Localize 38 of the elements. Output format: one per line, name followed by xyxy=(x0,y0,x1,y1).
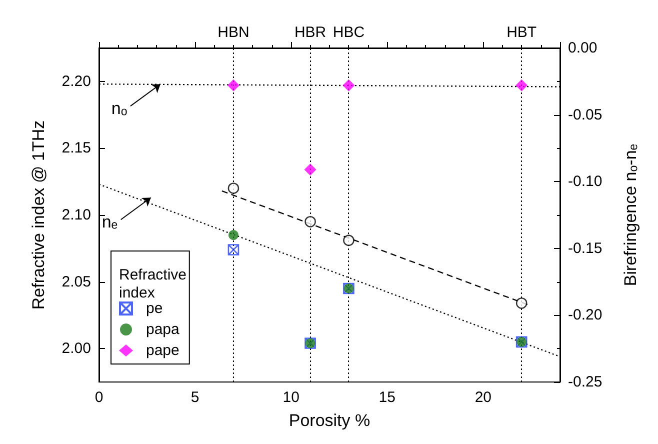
point xyxy=(516,79,528,92)
point xyxy=(227,79,240,92)
ref-line-label: HBC xyxy=(332,24,365,41)
legend-label: pape xyxy=(146,342,180,359)
x-tick-label: 0 xyxy=(94,389,104,406)
x-tick-label: 20 xyxy=(474,389,492,406)
point xyxy=(228,230,238,240)
point xyxy=(228,182,240,194)
x-tick-label: 10 xyxy=(282,389,300,406)
y-axis-title: Refractive index @ 1THz xyxy=(29,120,48,310)
y2-tick-label: -0.05 xyxy=(568,106,602,124)
x-tick-label: 15 xyxy=(378,389,396,406)
y2-tick-label: -0.20 xyxy=(568,306,602,324)
legend-label: pe xyxy=(146,300,163,317)
annotation: nₑ xyxy=(102,212,118,232)
ref-line-label: HBN xyxy=(218,24,250,41)
point xyxy=(304,164,316,176)
ref-line-label: HBR xyxy=(294,24,326,41)
ref-line-label: HBT xyxy=(506,24,537,41)
annotation: nₒ xyxy=(111,98,128,118)
x-axis-title: Porosity % xyxy=(288,411,370,430)
y-tick-label: 2.10 xyxy=(62,206,91,224)
y2-tick-label: -0.10 xyxy=(568,173,602,190)
y2-tick-label: 0.00 xyxy=(568,40,598,56)
point xyxy=(516,298,528,309)
y-tick-label: 2.15 xyxy=(62,140,91,157)
point xyxy=(304,216,316,228)
y-tick-label: 2.20 xyxy=(62,72,91,90)
y2-tick-label: -0.25 xyxy=(568,374,602,390)
point xyxy=(228,244,240,256)
legend-label: papa xyxy=(146,321,180,338)
x-tick-label: 5 xyxy=(190,389,200,406)
point xyxy=(343,234,354,246)
y-tick-label: 2.00 xyxy=(62,340,91,358)
point xyxy=(342,79,355,92)
y2-axis-title: Birefringence nₒ-nₑ xyxy=(621,144,640,286)
y2-tick-label: -0.15 xyxy=(568,240,602,257)
y-tick-label: 2.05 xyxy=(62,273,91,290)
